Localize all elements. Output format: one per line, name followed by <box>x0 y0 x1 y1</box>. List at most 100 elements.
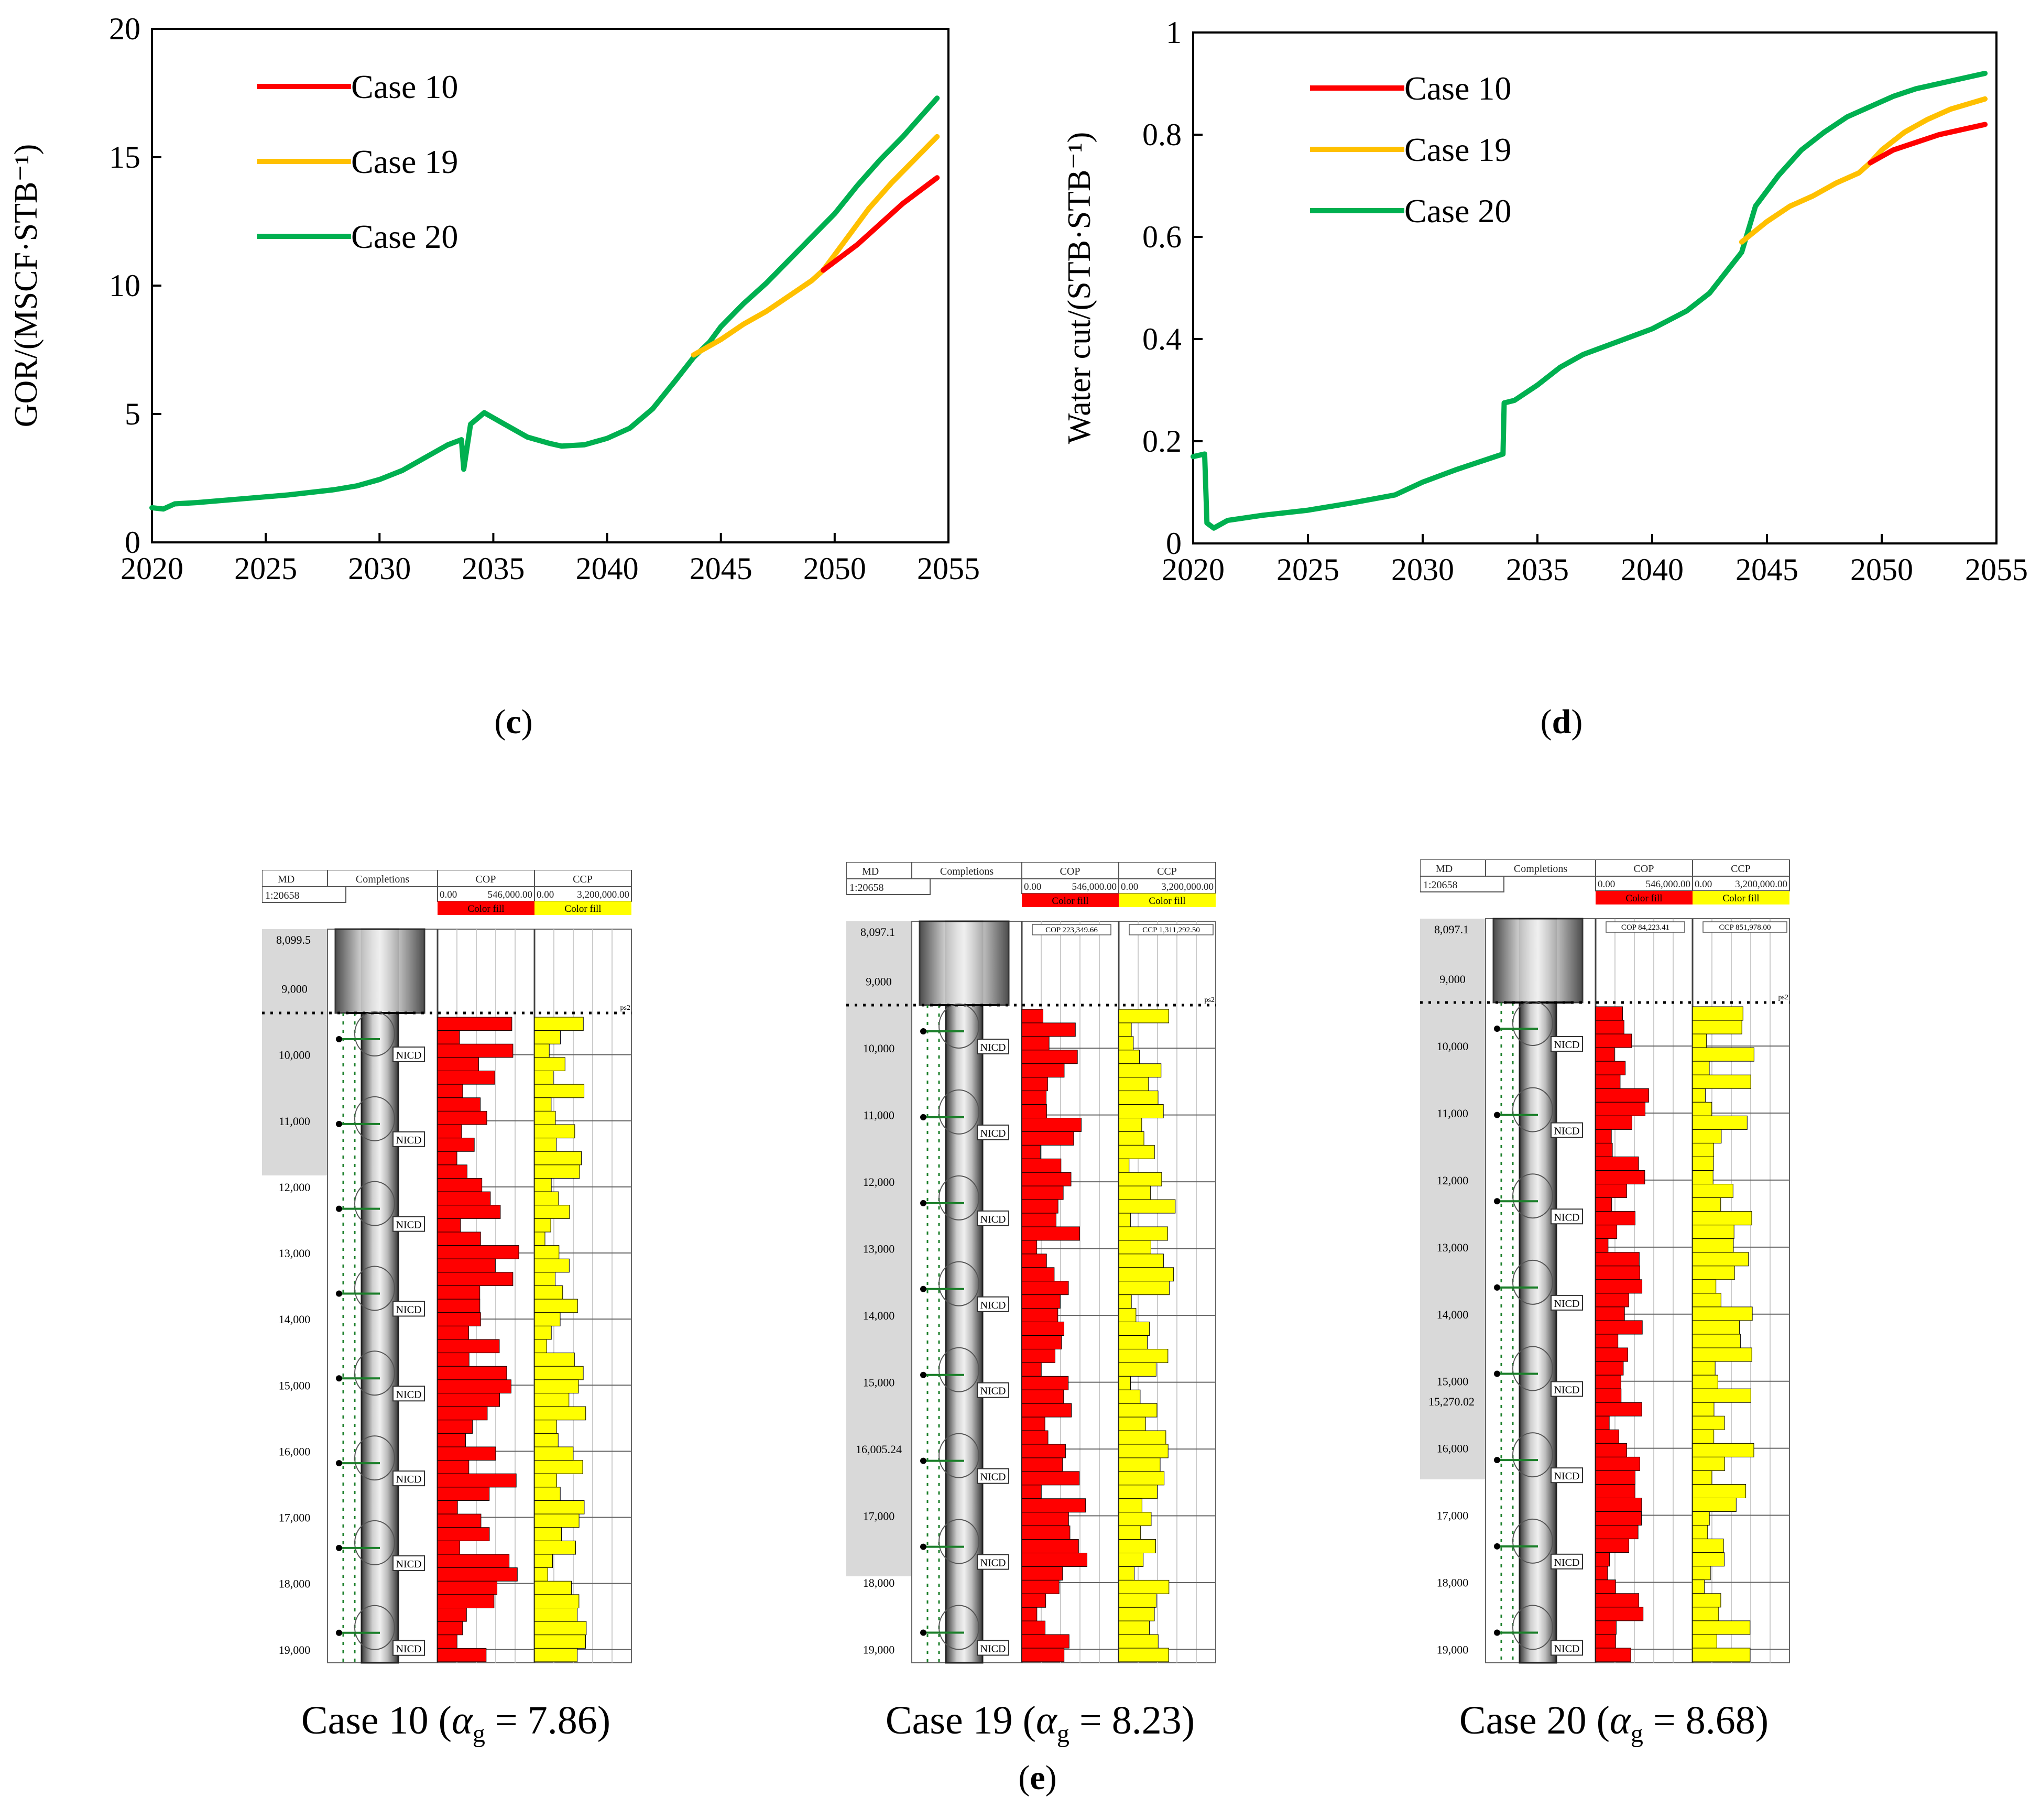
scale-label: 1:20658 <box>849 882 884 893</box>
ccp-fill-label: Color fill <box>1722 893 1759 904</box>
ccp-bar <box>1692 1334 1741 1348</box>
cop-bar <box>437 1151 457 1165</box>
cop-range-min: 0.00 <box>1024 881 1041 892</box>
ccp-bar <box>534 1567 548 1582</box>
depth-tick-label: 15,000 <box>1437 1375 1469 1388</box>
ccp-bar <box>1692 1088 1706 1103</box>
device-node <box>336 1120 342 1127</box>
device-label: NICD <box>1554 1298 1580 1310</box>
md-shaded-zone <box>262 929 328 1175</box>
cop-bar <box>1595 1456 1641 1471</box>
panel-label-e: (e) <box>1018 1759 1057 1797</box>
ccp-bar <box>1692 1129 1722 1143</box>
ccp-bar <box>1118 1579 1170 1594</box>
header-label: CCP <box>573 874 593 885</box>
cop-bar <box>1595 1197 1612 1212</box>
ccp-bar <box>534 1218 551 1233</box>
device-label: NICD <box>1554 1643 1580 1654</box>
cop-bar <box>1595 1252 1640 1267</box>
ccp-bar <box>534 1554 553 1568</box>
cop-bar <box>1595 1102 1645 1116</box>
ccp-bar <box>1692 1170 1713 1185</box>
y-tick-label: 0.8 <box>1142 117 1182 152</box>
ccp-bar <box>1118 1118 1142 1132</box>
cop-bar <box>1021 1118 1082 1132</box>
device-outline <box>938 1433 979 1478</box>
cop-bar <box>1595 1484 1635 1499</box>
cop-bar <box>1595 1620 1617 1635</box>
device-label-box <box>977 1124 1009 1140</box>
x-tick-label: 2025 <box>234 551 297 586</box>
ccp-bar <box>1118 1620 1150 1635</box>
ccp-bar <box>534 1272 556 1286</box>
cop-bar <box>437 1312 481 1326</box>
device-label: NICD <box>1554 1039 1580 1051</box>
y-tick-label: 0.4 <box>1142 322 1182 356</box>
ccp-bar <box>1692 1306 1753 1321</box>
cop-bar <box>1595 1006 1623 1021</box>
ccp-bar <box>1118 1512 1152 1527</box>
ccp-bar <box>1692 1238 1734 1253</box>
device-node <box>1494 1629 1500 1636</box>
depth-tick-label: 14,000 <box>279 1313 311 1326</box>
cop-bar <box>1595 1470 1635 1485</box>
device-node <box>336 1375 342 1382</box>
depth-tick-label: 13,000 <box>1437 1241 1469 1254</box>
casing <box>334 928 425 1014</box>
device-node <box>920 1457 926 1464</box>
extra-depth-label: 15,270.02 <box>1428 1395 1475 1408</box>
x-tick-label: 2045 <box>690 551 752 586</box>
cop-bar <box>1021 1158 1062 1173</box>
device-outline <box>1512 1173 1553 1219</box>
marker-label: ps2 <box>620 1004 630 1012</box>
depth-tick-label: 9,000 <box>281 983 308 996</box>
device-node <box>1494 1198 1500 1205</box>
ccp-bar <box>1692 1115 1748 1130</box>
well-log-case19: MD Completions COP CCP 1:20658 0.00 546,000.00… <box>846 862 1216 1664</box>
ccp-bar <box>1692 1225 1734 1239</box>
ccp-bar <box>534 1258 570 1273</box>
cop-bar <box>1595 1211 1635 1226</box>
depth-tick-label: 18,000 <box>1437 1576 1469 1589</box>
cop-bar <box>1021 1294 1061 1309</box>
cop-bar <box>1021 1416 1045 1431</box>
cop-bar <box>1595 1388 1622 1403</box>
ccp-bar <box>1692 1293 1721 1307</box>
ccp-bar <box>534 1138 557 1152</box>
header-label: Completions <box>1514 863 1567 875</box>
cop-bar <box>437 1339 500 1354</box>
depth-tick-label: 10,000 <box>1437 1040 1469 1053</box>
device-node <box>336 1290 342 1297</box>
ccp-bar <box>1118 1553 1144 1567</box>
ccp-bar <box>1118 1389 1141 1404</box>
wellbore-pipe <box>1519 918 1557 1664</box>
cop-fill-swatch <box>1022 893 1119 907</box>
ccp-bar <box>1692 1033 1707 1048</box>
ccp-bar <box>1692 1498 1737 1512</box>
device-label-box <box>1551 1122 1583 1138</box>
log-header-row <box>846 862 1216 879</box>
cop-bar <box>437 1366 507 1380</box>
y-tick-label: 10 <box>109 268 140 303</box>
ccp-bar <box>1118 1444 1169 1458</box>
device-node <box>1494 1284 1500 1291</box>
cop-bar <box>1021 1525 1071 1540</box>
cop-bar <box>1595 1415 1610 1430</box>
depth-tick-label: 14,000 <box>863 1309 895 1322</box>
cop-bar <box>1021 1579 1060 1594</box>
ccp-bar <box>1692 1197 1721 1212</box>
cop-bar <box>1595 1142 1613 1157</box>
legend-label: Case 19 <box>351 143 458 180</box>
x-tick-label: 2030 <box>1391 552 1454 587</box>
ccp-bar <box>1118 1430 1166 1445</box>
wellbore-pipe <box>361 928 399 1664</box>
device-node <box>920 1285 926 1292</box>
depth-tick-label: 11,000 <box>863 1109 894 1122</box>
scale-box <box>846 878 931 895</box>
scale-label: 1:20658 <box>1423 879 1458 891</box>
cop-bar <box>1021 1430 1049 1445</box>
x-tick-label: 2025 <box>1276 552 1339 587</box>
top-depth-label: 8,097.1 <box>860 925 895 939</box>
cop-bar <box>1021 1091 1046 1105</box>
